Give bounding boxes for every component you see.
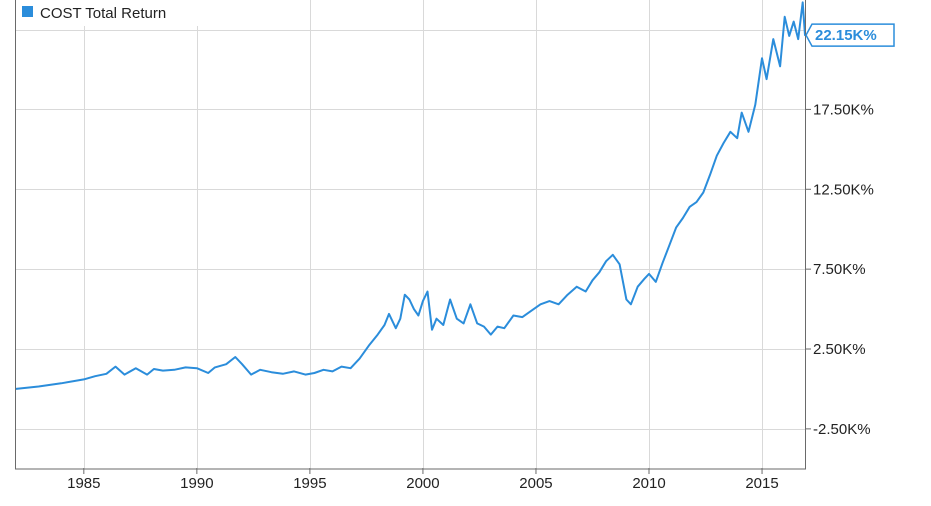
series-layer [15,1,806,390]
y-tick-label: 12.50K% [813,181,874,198]
y-tick-label: 17.50K% [813,101,874,118]
series-line-cost-total-return [15,1,806,390]
y-tick-label: -2.50K% [813,421,871,438]
plot-frame [15,0,806,470]
x-axis-ticks: 1985 1990 1995 2000 2005 2010 2015 [67,468,779,492]
legend-swatch [22,6,33,17]
last-value-callout: 22.15K% [805,23,895,47]
x-tick-label: 2010 [632,475,665,492]
legend: COST Total Return [16,0,234,26]
y-axis-ticks: 17.50K% 12.50K% 7.50K% 2.50K% -2.50K% [805,101,874,438]
x-tick-label: 2000 [406,475,439,492]
y-tick-label: 7.50K% [813,261,866,278]
x-tick-label: 1995 [293,475,326,492]
y-tick-label: 2.50K% [813,341,866,358]
legend-label: COST Total Return [40,5,166,22]
last-value-callout-box [805,23,895,47]
legend-background [16,0,234,26]
x-tick-label: 1985 [67,475,100,492]
x-tick-label: 1990 [180,475,213,492]
x-tick-label: 2015 [745,475,778,492]
last-value-label: 22.15K% [815,27,877,44]
x-tick-label: 2005 [519,475,552,492]
grid-layer [16,0,805,468]
